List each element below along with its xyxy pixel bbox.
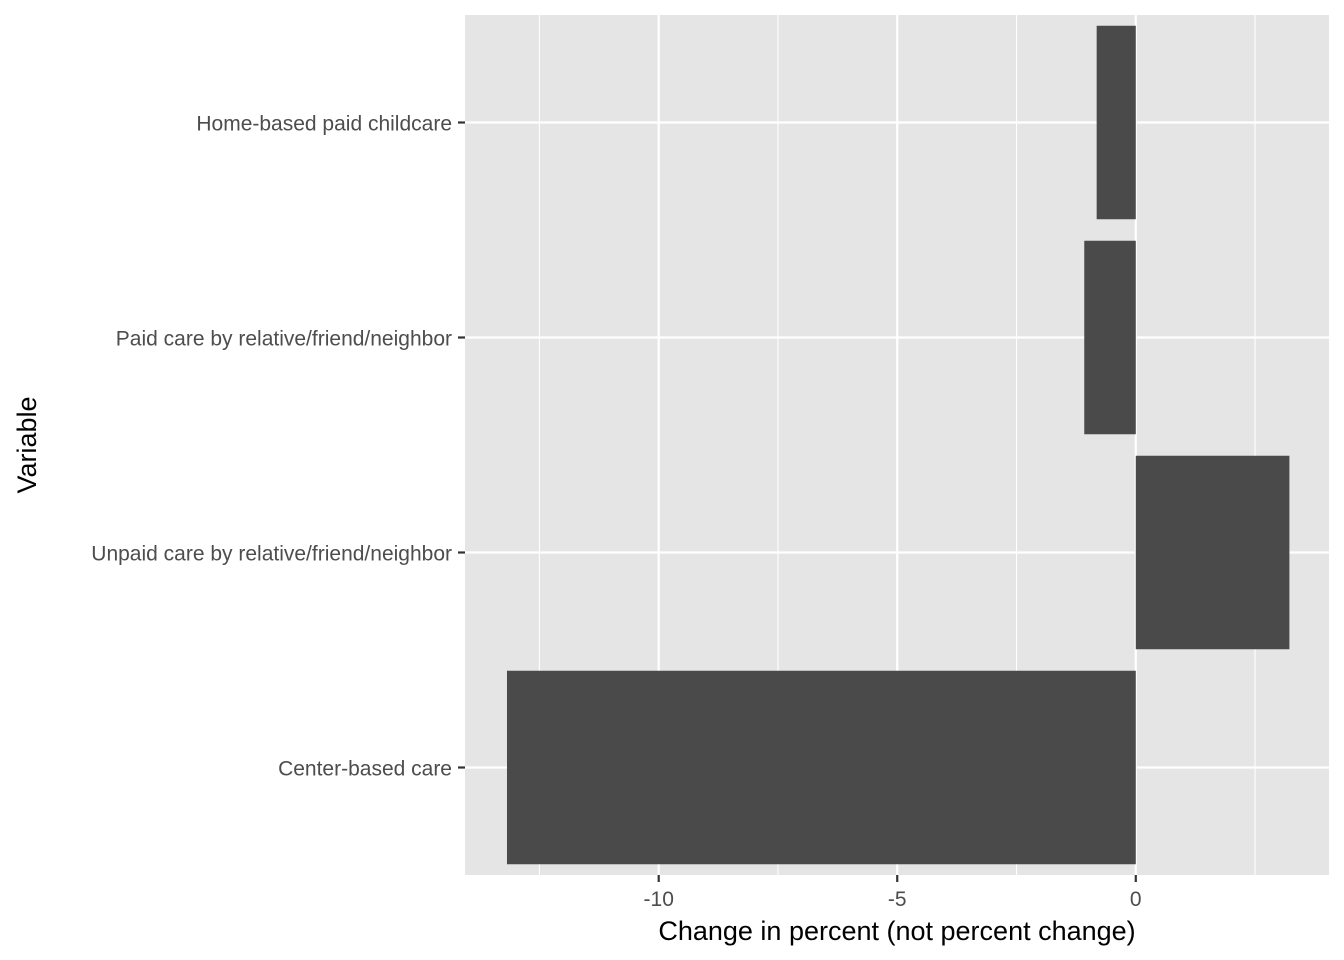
x-tick-label: 0 xyxy=(1130,888,1142,911)
bars xyxy=(506,25,1290,865)
y-axis-title: Variable xyxy=(12,396,42,493)
y-tick-label: Unpaid care by relative/friend/neighbor xyxy=(91,543,452,566)
y-tick-label: Home-based paid childcare xyxy=(196,113,452,136)
y-axis: Home-based paid childcare Paid care by re… xyxy=(91,113,465,781)
y-tick-label: Center-based care xyxy=(278,758,452,781)
x-tick-label: -5 xyxy=(888,888,907,911)
y-tick-label: Paid care by relative/friend/neighbor xyxy=(116,328,452,351)
bar xyxy=(506,670,1136,865)
x-axis-title: Change in percent (not percent change) xyxy=(658,916,1135,946)
x-axis: -10 -5 0 xyxy=(644,875,1142,911)
x-tick-label: -10 xyxy=(644,888,674,911)
bar xyxy=(1084,240,1136,435)
bar xyxy=(1135,455,1290,650)
bar xyxy=(1096,25,1136,220)
